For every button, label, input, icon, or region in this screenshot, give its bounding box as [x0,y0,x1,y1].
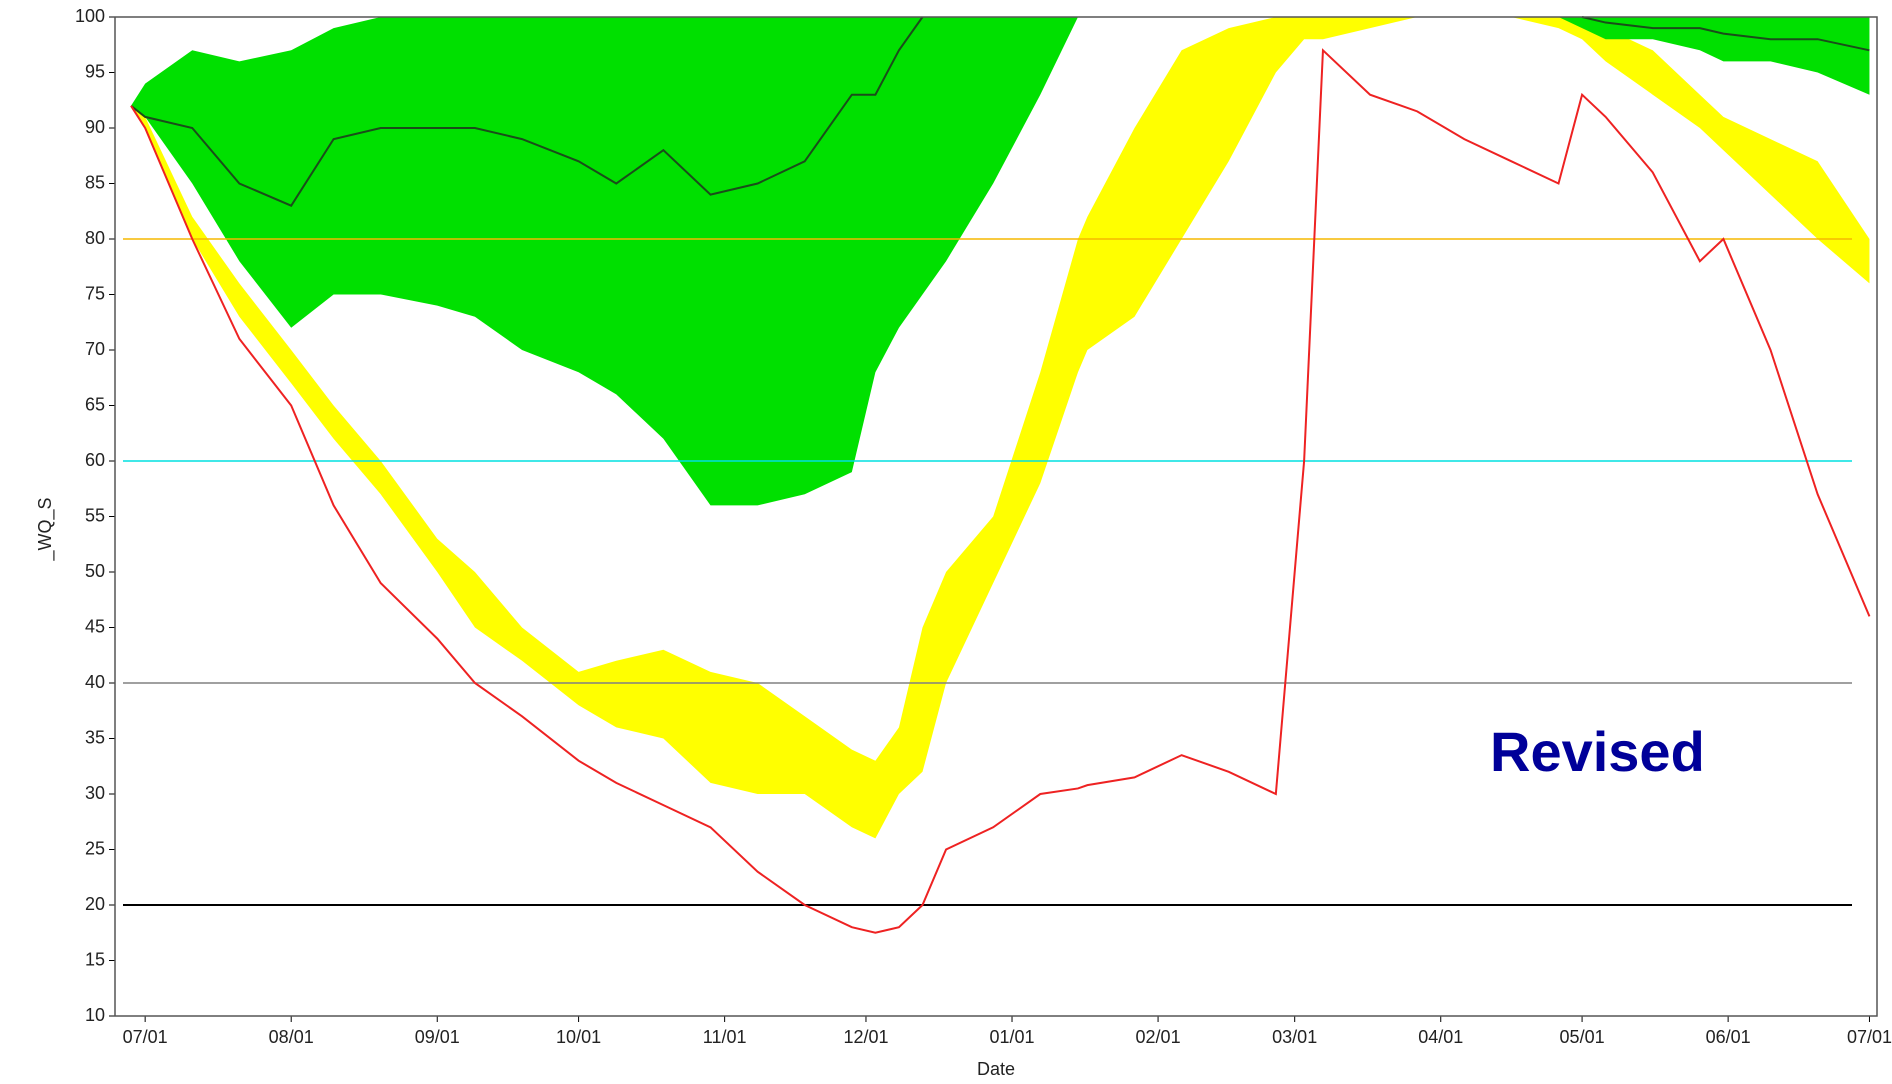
y-tick-label: 70 [85,339,105,359]
y-axis-label: _WQ_S [35,497,56,561]
plot-area: 10 15 20 25 30 35 40 45 50 55 60 65 70 75 80 85 90 95 100 0… [75,6,1892,1047]
x-tick-label: 07/01 [1847,1027,1892,1047]
x-tick-label: 06/01 [1706,1027,1751,1047]
y-tick-label: 35 [85,727,105,747]
y-tick-label: 60 [85,450,105,470]
x-tick-label: 01/01 [989,1027,1034,1047]
y-tick-label: 15 [85,949,105,969]
band-area [131,17,1078,506]
y-tick-label: 85 [85,172,105,192]
y-tick-label: 20 [85,894,105,914]
y-tick-label: 25 [85,838,105,858]
plot-frame [114,16,1878,1017]
y-tick-label: 65 [85,394,105,414]
x-tick-label: 07/01 [123,1027,168,1047]
y-tick-label: 45 [85,616,105,636]
x-tick-label: 11/01 [703,1027,747,1047]
y-tick-label: 50 [85,561,105,581]
x-tick-label: 09/01 [415,1027,460,1047]
y-tick-label: 10 [85,1005,105,1025]
y-tick-label: 90 [85,117,105,137]
y-tick-label: 95 [85,61,105,81]
y-tick-label: 75 [85,283,105,303]
y-tick-label: 30 [85,783,105,803]
annotation: Revised [1490,720,1705,783]
line [130,48,1871,934]
x-tick-label: 02/01 [1136,1027,1181,1047]
y-tick-label: 40 [85,672,105,692]
band-area [131,17,1870,839]
x-tick-label: 03/01 [1272,1027,1317,1047]
x-tick-label: 05/01 [1560,1027,1605,1047]
x-tick-label: 04/01 [1418,1027,1463,1047]
x-tick-label: 10/01 [556,1027,601,1047]
x-axis-label: Date [977,1059,1015,1079]
y-tick-label: 55 [85,505,105,525]
x-tick-label: 12/01 [843,1027,888,1047]
x-tick-label: 08/01 [269,1027,314,1047]
y-tick-label: 80 [85,228,105,248]
line [130,16,1870,207]
y-tick-label: 100 [75,6,105,26]
band-area [1558,17,1870,95]
